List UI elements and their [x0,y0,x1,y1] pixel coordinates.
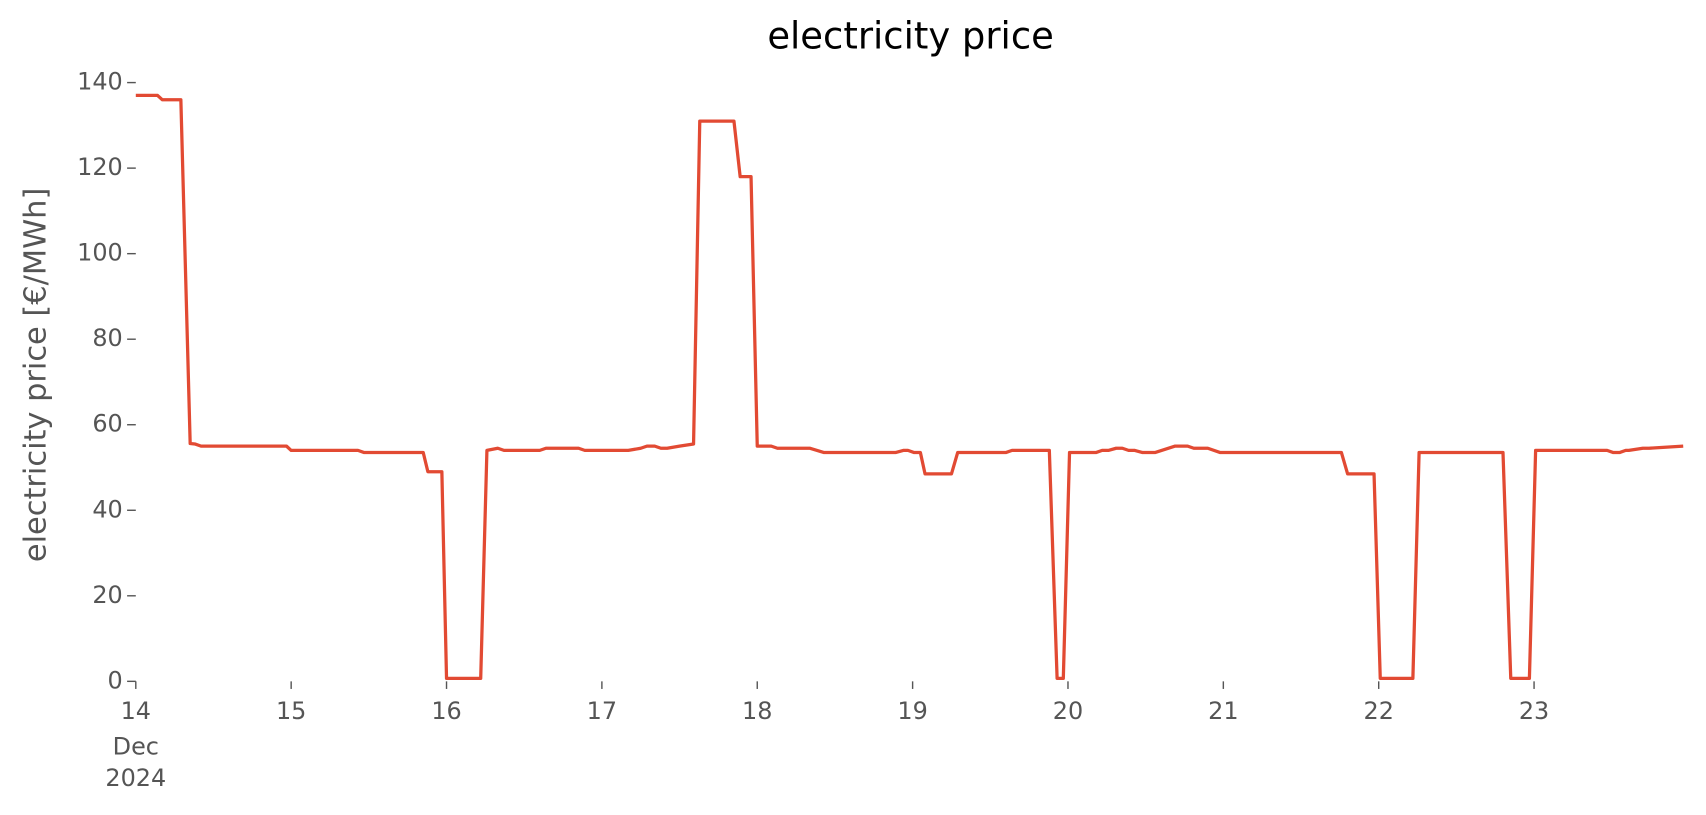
x-tick-label: 20 [1053,697,1083,725]
x-tick-label: 16 [431,697,461,725]
x-tick-label: 23 [1519,697,1549,725]
x-year-label: 2024 [105,764,166,792]
x-tick-label: 15 [276,697,306,725]
x-tick-label: 22 [1363,697,1393,725]
y-tick-label: 20 [92,581,122,609]
x-tick-label: 19 [897,697,927,725]
x-month-label: Dec [113,733,159,761]
y-tick-label: 0 [108,666,123,694]
y-tick-label: 80 [92,324,122,352]
chart-title: electricity price [767,15,1054,58]
x-tick-label: 17 [587,697,617,725]
y-axis-label: electricity price [€/MWh] [18,188,53,562]
x-tick-label: 14 [121,697,151,725]
y-tick-label: 100 [77,239,123,267]
y-tick-label: 40 [92,495,122,523]
x-tick-label: 18 [742,697,772,725]
line-series [135,93,1684,680]
x-tick-label: 21 [1208,697,1238,725]
y-tick-label: 120 [77,153,123,181]
y-tick-label: 140 [77,68,123,96]
y-tick-label: 60 [92,410,122,438]
